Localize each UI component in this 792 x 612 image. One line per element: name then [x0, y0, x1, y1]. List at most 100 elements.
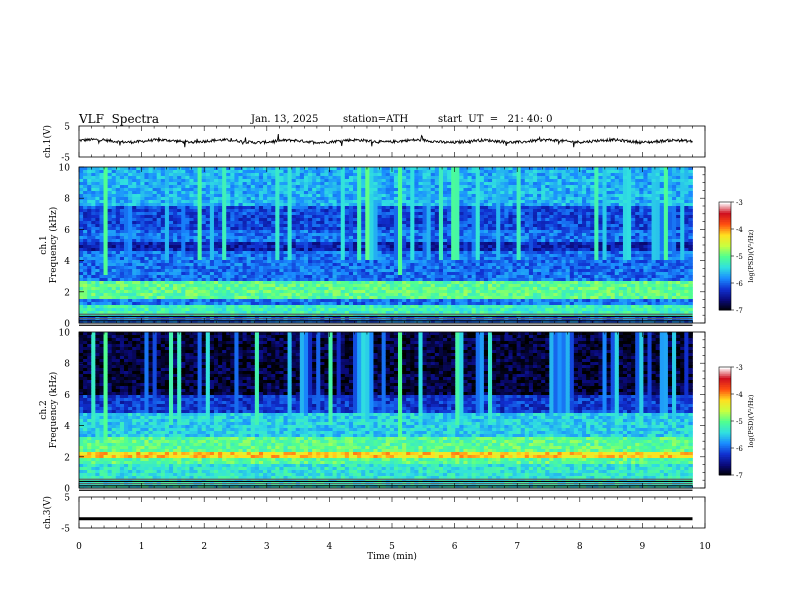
spectrogram-cell	[209, 269, 215, 273]
spectrogram-cell	[152, 269, 158, 273]
spectrogram-cell	[365, 275, 370, 279]
spectrogram-cell	[299, 233, 305, 237]
spectrogram-cell	[250, 179, 256, 183]
spectrogram-cell	[115, 284, 121, 288]
spectrogram-cell	[279, 269, 284, 273]
spectrogram-cell	[83, 230, 88, 234]
spectrogram-cell	[222, 224, 227, 228]
spectrogram-cell	[447, 242, 452, 246]
spectrogram-cell	[357, 308, 362, 312]
spectrogram-cell	[365, 191, 370, 195]
spectrogram-cell	[291, 293, 297, 297]
spectrogram-cell	[238, 197, 243, 201]
spectrogram-cell	[438, 305, 444, 309]
spectrogram-cell	[87, 269, 92, 273]
spectrogram-cell	[389, 299, 395, 303]
spectrogram-cell	[254, 293, 260, 297]
spectrogram-cell	[83, 290, 88, 294]
spectrogram-cell	[430, 308, 436, 312]
spectrogram-cell	[95, 221, 100, 225]
spectrogram-cell	[148, 242, 154, 246]
spectrogram-cell	[87, 218, 92, 222]
spectrogram-cell	[242, 185, 248, 189]
spectrogram-cell	[197, 221, 203, 225]
spectrogram-cell	[275, 290, 280, 294]
spectrogram-cell	[357, 293, 362, 297]
spectrogram-cell	[393, 239, 399, 243]
spectrogram-cell	[373, 176, 378, 180]
spectrogram-cell	[381, 218, 387, 222]
spectrogram-cell	[275, 203, 280, 207]
spectrogram-cell	[123, 248, 129, 252]
spectrogram-cell	[177, 227, 182, 231]
spectrogram-cell	[271, 200, 276, 204]
spectrogram-cell	[168, 185, 174, 189]
spectrogram-cell	[279, 284, 284, 288]
spectrogram-cell	[136, 197, 141, 201]
spectrogram-cell	[115, 215, 121, 219]
spectrogram-cell	[201, 275, 207, 279]
spectrogram-cell	[398, 245, 403, 249]
spectrogram-cell	[250, 176, 256, 180]
spectrogram-cell	[250, 305, 256, 309]
spectrogram-cell	[173, 176, 178, 180]
spectrogram-cell	[316, 218, 321, 222]
spectrogram-cell	[295, 242, 301, 246]
spectrogram-cell	[152, 221, 158, 225]
spectrogram-cell	[132, 269, 137, 273]
spectrogram-cell	[271, 215, 276, 219]
spectrogram-cell	[324, 290, 329, 294]
spectrogram-cell	[426, 290, 432, 294]
spectrogram-cell	[213, 257, 219, 261]
spectrogram-cell	[267, 287, 272, 291]
spectrogram-cell	[271, 224, 276, 228]
spectrogram-cell	[312, 284, 317, 288]
spectrogram-cell	[168, 236, 174, 240]
spectrogram-cell	[430, 227, 436, 231]
spectrogram-cell	[103, 296, 109, 300]
spectrogram-cell	[164, 203, 170, 207]
spectrogram-cell	[205, 218, 211, 222]
spectrogram-cell	[324, 305, 329, 309]
spectrogram-cell	[267, 230, 272, 234]
spectrogram-cell	[385, 239, 391, 243]
spectrogram-cell	[295, 212, 301, 216]
spectrogram-cell	[312, 263, 317, 267]
spectrogram-cell	[148, 239, 154, 243]
spectrogram-cell	[181, 284, 186, 288]
spectrogram-cell	[164, 185, 170, 189]
spectrogram-cell	[226, 299, 231, 303]
spectrogram-cell	[414, 254, 419, 258]
spectrogram-cell	[385, 257, 391, 261]
spectrogram-cell	[385, 320, 391, 324]
spectrogram-cell	[115, 194, 121, 198]
spectrogram-cell	[115, 230, 121, 234]
spectrogram-cell	[381, 278, 387, 282]
spectrogram-cell	[242, 248, 248, 252]
spectrogram-cell	[107, 251, 113, 255]
spectrogram-cell	[185, 260, 190, 264]
spectrogram-cell	[267, 200, 272, 204]
spectrogram-cell	[205, 278, 211, 282]
spectrogram-cell	[279, 200, 284, 204]
spectrogram-cell	[328, 221, 333, 225]
spectrogram-cell	[263, 263, 268, 267]
spectrogram-cell	[201, 218, 207, 222]
spectrogram-cell	[443, 308, 448, 312]
spectrogram-cell	[348, 320, 354, 324]
spectrogram-cell	[152, 173, 158, 177]
spectrogram-cell	[295, 209, 301, 213]
spectrogram-cell	[316, 176, 321, 180]
spectrogram-cell	[205, 206, 211, 210]
spectrogram-cell	[193, 272, 199, 276]
spectrogram-cell	[136, 218, 141, 222]
spectrogram-cell	[258, 275, 264, 279]
spectrogram-cell	[459, 182, 464, 186]
spectrogram-cell	[136, 212, 141, 216]
spectrogram-cell	[279, 221, 284, 225]
spectrogram-cell	[132, 278, 137, 282]
spectrogram-cell	[103, 254, 109, 258]
spectrogram-cell	[459, 239, 464, 243]
spectrogram-cell	[193, 314, 199, 318]
spectrogram-cell	[406, 242, 411, 246]
